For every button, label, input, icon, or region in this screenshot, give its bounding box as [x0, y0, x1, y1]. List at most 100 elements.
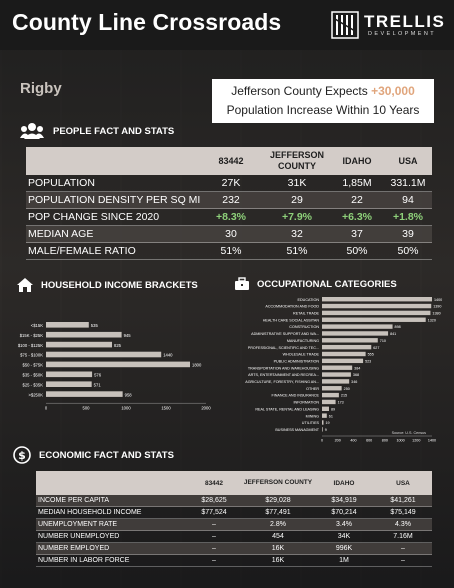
tick-label: 600	[366, 439, 372, 443]
category-label: MINING	[306, 414, 319, 418]
city-name: Rigby	[20, 80, 62, 97]
occupation-heading: OCCUPATIONAL CATEGORIES	[257, 278, 397, 290]
row-label: MALE/FEMALE RATIO	[28, 245, 136, 257]
tick-label: 0	[45, 405, 48, 410]
cell: 39	[402, 228, 414, 240]
people-heading: PEOPLE FACT AND STATS	[53, 125, 175, 137]
cell: 30	[225, 228, 237, 240]
category-label: $75 - $100K	[20, 353, 43, 358]
cell: +8.3%	[215, 211, 247, 223]
category-label: $50 - $75K	[23, 363, 44, 368]
tick-label: 1400	[428, 439, 436, 443]
cell: 454	[272, 533, 284, 540]
tick-label: 200	[335, 439, 341, 443]
cell: +6.3%	[341, 211, 373, 223]
occupation-chart: EDUCATION 1400 ACCOMMODATION AND FOOD 1390 R…	[245, 297, 442, 443]
cell: –	[212, 545, 216, 552]
bar	[46, 351, 162, 358]
dollar-icon: $	[13, 446, 31, 464]
category-label: PROFESSIONAL, SCIENTIFIC AND TEC...	[248, 346, 319, 350]
people-table-header: 83442 JEFFERSON COUNTY IDAHO USA	[26, 147, 432, 175]
row-label: UNEMPLOYMENT RATE	[38, 521, 118, 528]
cell: 1M	[339, 557, 349, 564]
tick-label: 1000	[121, 405, 131, 410]
category-label: $15K - $25K	[20, 333, 43, 338]
cell: +7.9%	[281, 211, 313, 223]
callout-prefix: Jefferson County Expects	[231, 84, 372, 98]
category-label: AGRICULTURE, FORESTRY, FISHING AN...	[245, 380, 319, 384]
col-header: USA	[396, 479, 410, 487]
cell: 331.1M	[390, 177, 426, 189]
data-label: 535	[91, 323, 99, 328]
bar	[322, 351, 366, 357]
bar	[322, 386, 342, 391]
bar	[322, 406, 329, 411]
bar	[322, 399, 336, 405]
house-icon	[16, 277, 34, 293]
tick-label: 400	[350, 439, 356, 443]
data-label: 576	[94, 373, 102, 378]
row-label: NUMBER IN LABOR FORCE	[38, 557, 130, 564]
data-label: 250	[344, 387, 350, 391]
category-label: CONSTRUCTION	[289, 325, 319, 329]
data-label: 1390	[433, 305, 441, 309]
category-label: BUSINESS MANAGMENT	[275, 428, 319, 432]
data-label: 571	[94, 382, 102, 387]
category-label: HEALTH CARE SOCIAL ASSITAN	[263, 318, 320, 322]
income-chart: <$15K 535 $15K - $25K 945 $100 - $125K 825 $75…	[18, 322, 211, 410]
economic-table-header: 83442 JEFFERSON COUNTY IDAHO USA	[36, 471, 432, 495]
tick-label: 500	[83, 405, 91, 410]
category-label: RETAIL TRADE	[293, 312, 319, 316]
cell: 7.16M	[393, 533, 413, 540]
bar	[46, 371, 93, 378]
data-label: 1800	[192, 363, 202, 368]
cell: $28,625	[201, 497, 227, 504]
cell: 16K	[271, 557, 285, 564]
data-label: 173	[338, 401, 344, 405]
data-label: 898	[395, 325, 401, 329]
category-label: ACCOMMODATION AND FOOD	[265, 305, 319, 309]
data-label: 710	[380, 339, 386, 343]
bar	[322, 344, 372, 350]
table-row: POPULATION DENSITY PER SQ MI 232 29 22 9…	[26, 192, 432, 209]
bar	[46, 361, 190, 368]
callout-highlight: +30,000	[371, 84, 415, 98]
tick-label: 800	[382, 439, 388, 443]
data-label: 1320	[428, 318, 436, 322]
bar	[46, 381, 92, 387]
data-label: 627	[373, 346, 379, 350]
data-label: 215	[341, 394, 347, 398]
category-label: $100 - $125K	[18, 343, 43, 348]
bar	[322, 324, 393, 329]
bar	[322, 413, 327, 418]
bar	[322, 365, 353, 370]
cell: 50%	[397, 245, 419, 257]
table-row: POPULATION 27K 31K 1,85M 331.1M	[26, 175, 432, 192]
cell: 3.4%	[336, 521, 352, 528]
table-row: NUMBER UNEMPLOYED – 454 34K 7.16M	[36, 531, 432, 543]
row-label: NUMBER UNEMPLOYED	[38, 533, 120, 540]
bar	[322, 310, 431, 316]
cell: 29	[291, 194, 303, 206]
cell: 31K	[287, 177, 307, 189]
tick-label: 2000	[201, 405, 211, 410]
table-row: INCOME PER CAPITA $28,625 $29,028 $34,91…	[36, 495, 432, 507]
cell: 22	[351, 194, 363, 206]
cell: 1,85M	[342, 177, 372, 189]
source-note: Source: U.S. Census	[392, 431, 427, 435]
row-label: POPULATION DENSITY PER SQ MI	[28, 194, 201, 206]
bar	[322, 358, 364, 364]
people-icon	[20, 122, 44, 140]
category-label: ARTS, ENTERTAINMENT AND RECREA...	[248, 373, 319, 377]
logo-subtitle: DEVELOPMENT	[368, 31, 436, 37]
table-row: MEDIAN HOUSEHOLD INCOME $77,524 $77,491 …	[36, 507, 432, 519]
cell: 996K	[335, 545, 353, 552]
cell: 27K	[221, 177, 241, 189]
cell: $70,214	[331, 509, 357, 516]
cell: 37	[351, 228, 363, 240]
page-title: County Line Crossroads	[12, 9, 282, 35]
col-header: IDAHO	[333, 479, 355, 487]
category-label: REAL STATE, RENTAL AND LEASING	[255, 407, 319, 411]
row-label: NUMBER EMPLOYED	[38, 545, 110, 552]
cell: –	[401, 557, 405, 564]
